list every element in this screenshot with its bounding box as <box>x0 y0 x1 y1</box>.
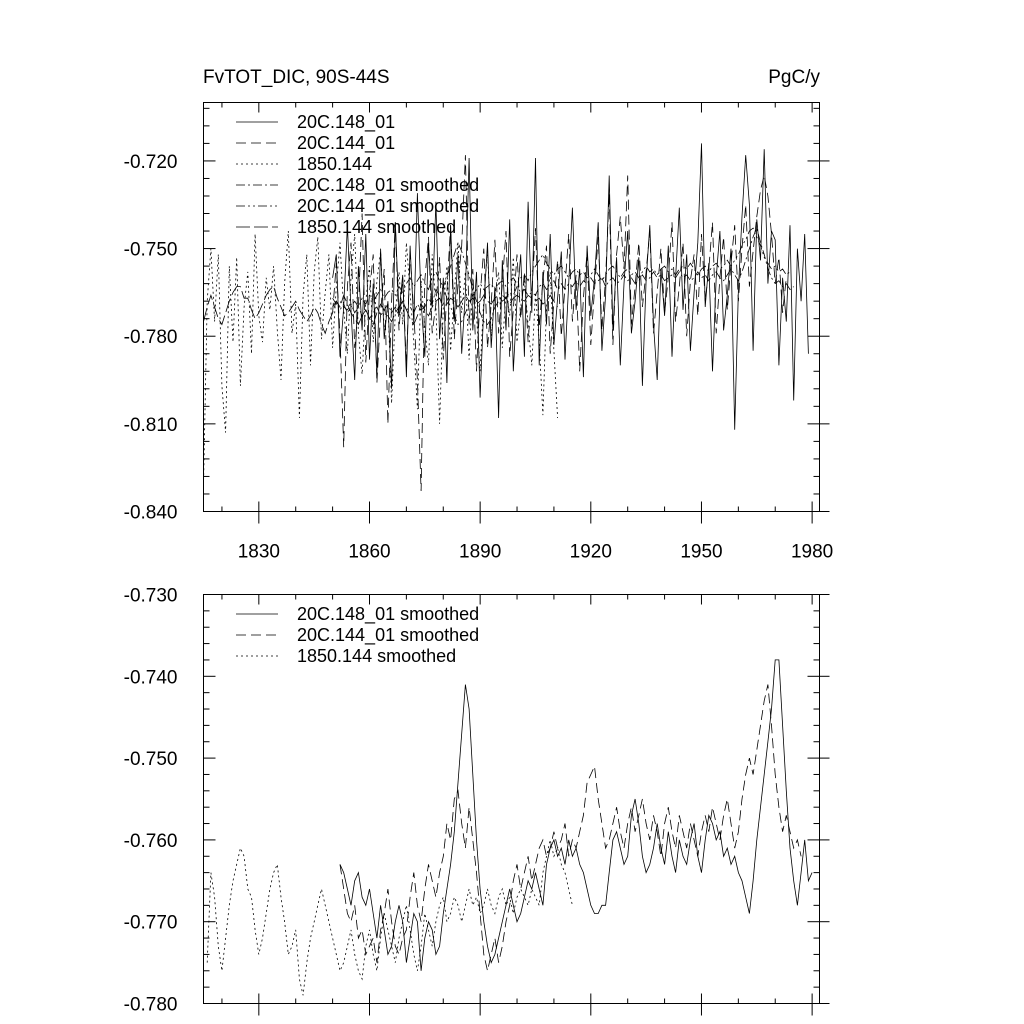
chart-units: PgC/y <box>768 67 820 88</box>
series-group-bottom <box>206 659 813 996</box>
tick-marks-top: 1830 1860 1890 1920 1950 1980 -0.720 -0.750 -0.7… <box>124 102 833 563</box>
series-line <box>339 684 802 971</box>
series-line <box>203 285 558 335</box>
series-group-top <box>203 143 809 492</box>
x-tick-label: 1920 <box>570 542 612 563</box>
y-tick-label: -0.760 <box>124 831 178 852</box>
x-tick-label: 1830 <box>238 542 280 563</box>
series-line <box>332 226 794 326</box>
series-line <box>203 230 558 486</box>
plot-frame-bottom <box>203 594 820 1004</box>
series-line <box>332 227 791 326</box>
legend-label: 20C.144_01 smoothed <box>297 196 479 217</box>
x-tick-label: 1980 <box>791 542 833 563</box>
plot-frame-top <box>203 102 820 512</box>
bottom-panel: -0.730 -0.740 -0.750 -0.760 -0.770 -0.780 20C… <box>124 586 830 1016</box>
chart-title: FvTOT_DIC, 90S-44S <box>203 67 390 88</box>
y-tick-label: -0.740 <box>124 667 178 688</box>
y-tick-label: -0.840 <box>124 503 178 524</box>
legend-label: 20C.148_01 <box>297 112 395 133</box>
y-tick-label: -0.750 <box>124 749 178 770</box>
y-tick-label: -0.720 <box>124 152 178 173</box>
x-tick-label: 1860 <box>348 542 390 563</box>
y-tick-label: -0.810 <box>124 415 178 436</box>
tick-marks-bottom: -0.730 -0.740 -0.750 -0.760 -0.770 -0.780 <box>124 586 830 1016</box>
legend-label: 20C.148_01 smoothed <box>297 604 479 625</box>
y-tick-label: -0.780 <box>124 327 178 348</box>
x-tick-label: 1950 <box>680 542 722 563</box>
series-line <box>332 155 787 492</box>
series-line <box>339 659 813 971</box>
y-tick-label: -0.770 <box>124 913 178 934</box>
legend-label: 20C.144_01 <box>297 133 395 154</box>
x-tick-label: 1890 <box>459 542 501 563</box>
legend-label: 1850.144 <box>297 154 372 174</box>
y-tick-label: -0.730 <box>124 586 178 607</box>
legend-label: 20C.144_01 smoothed <box>297 625 479 646</box>
legend-label: 20C.148_01 smoothed <box>297 175 479 196</box>
y-tick-label: -0.750 <box>124 240 178 261</box>
legend-label: 1850.144 smoothed <box>297 217 456 237</box>
top-panel: FvTOT_DIC, 90S-44S PgC/y 1830 1860 1890 192… <box>124 67 834 563</box>
y-tick-label: -0.780 <box>124 995 178 1016</box>
series-line <box>206 839 573 996</box>
legend-label: 1850.144 smoothed <box>297 646 456 666</box>
